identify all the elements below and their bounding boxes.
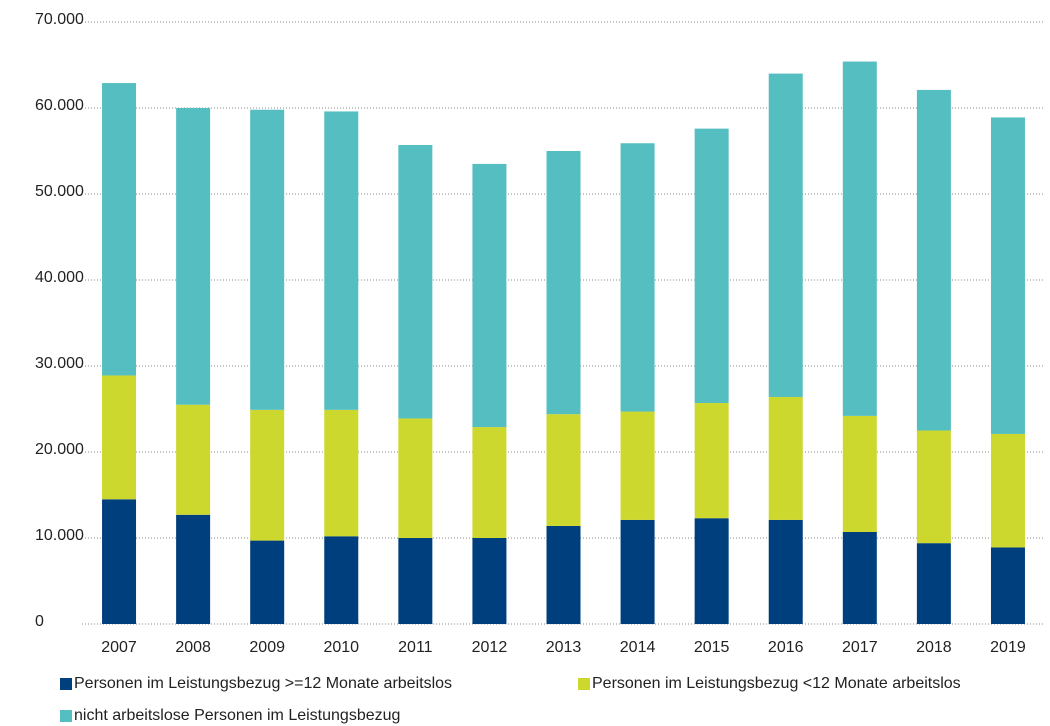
x-tick-label: 2010	[323, 639, 359, 656]
bar-segment	[398, 418, 433, 538]
bar-segment	[620, 519, 655, 624]
legend-swatch	[578, 678, 590, 690]
x-tick-label: 2008	[175, 639, 211, 656]
bar-segment	[842, 415, 877, 532]
bar-segment	[546, 525, 581, 624]
y-tick-label: 60.000	[35, 97, 84, 114]
bar-segment	[176, 514, 211, 624]
bar-segment	[324, 111, 359, 410]
bar-segment	[324, 536, 359, 624]
bar-segment	[916, 89, 951, 431]
x-tick-label: 2015	[694, 639, 730, 656]
bar-segment	[398, 144, 433, 419]
bar-segment	[842, 531, 877, 624]
bar-segment	[102, 375, 137, 500]
y-tick-label: 10.000	[35, 527, 84, 544]
bar-segment	[472, 163, 507, 428]
bar-segment	[842, 61, 877, 416]
bar-segment	[916, 430, 951, 544]
y-tick-label: 70.000	[35, 11, 84, 28]
bar-segment	[620, 411, 655, 520]
legend-swatch	[60, 710, 72, 722]
x-tick-label: 2011	[398, 639, 433, 656]
y-tick-label: 0	[35, 613, 44, 630]
bar-segment	[694, 518, 729, 624]
bar-segment	[916, 543, 951, 624]
bar-segment	[620, 143, 655, 412]
bar-segment	[250, 409, 285, 541]
x-tick-label: 2009	[249, 639, 285, 656]
y-tick-label: 20.000	[35, 441, 84, 458]
bar-segment	[176, 108, 211, 405]
x-tick-label: 2014	[620, 639, 656, 656]
y-tick-label: 30.000	[35, 355, 84, 372]
bar-segment	[990, 433, 1025, 548]
y-tick-label: 40.000	[35, 269, 84, 286]
legend-label: Personen im Leistungsbezug >=12 Monate a…	[74, 675, 452, 692]
bar-segment	[546, 151, 581, 415]
x-tick-label: 2019	[990, 639, 1026, 656]
y-tick-label: 50.000	[35, 183, 84, 200]
legend-label: nicht arbeitslose Personen im Leistungsb…	[74, 707, 400, 724]
bar-segment	[990, 547, 1025, 624]
x-tick-label: 2013	[546, 639, 582, 656]
bar-segment	[768, 73, 803, 397]
bar-segment	[990, 117, 1025, 434]
bar-segment	[472, 427, 507, 538]
bar-segment	[472, 538, 507, 624]
legend-swatch	[60, 678, 72, 690]
bar-segment	[694, 402, 729, 519]
bar-segment	[250, 109, 285, 410]
legend-label: Personen im Leistungsbezug <12 Monate ar…	[592, 675, 961, 692]
bar-segment	[250, 540, 285, 624]
bar-segment	[694, 128, 729, 403]
bar-segment	[102, 83, 137, 376]
bar-segment	[546, 414, 581, 526]
bar-segment	[176, 404, 211, 515]
bar-segment	[102, 499, 137, 624]
bar-segment	[398, 538, 433, 624]
x-tick-label: 2018	[916, 639, 952, 656]
x-tick-label: 2012	[472, 639, 508, 656]
bar-segment	[324, 409, 359, 537]
bar-segment	[768, 396, 803, 520]
bar-segment	[768, 519, 803, 624]
x-tick-label: 2007	[101, 639, 137, 656]
x-tick-label: 2016	[768, 639, 804, 656]
x-tick-label: 2017	[842, 639, 878, 656]
